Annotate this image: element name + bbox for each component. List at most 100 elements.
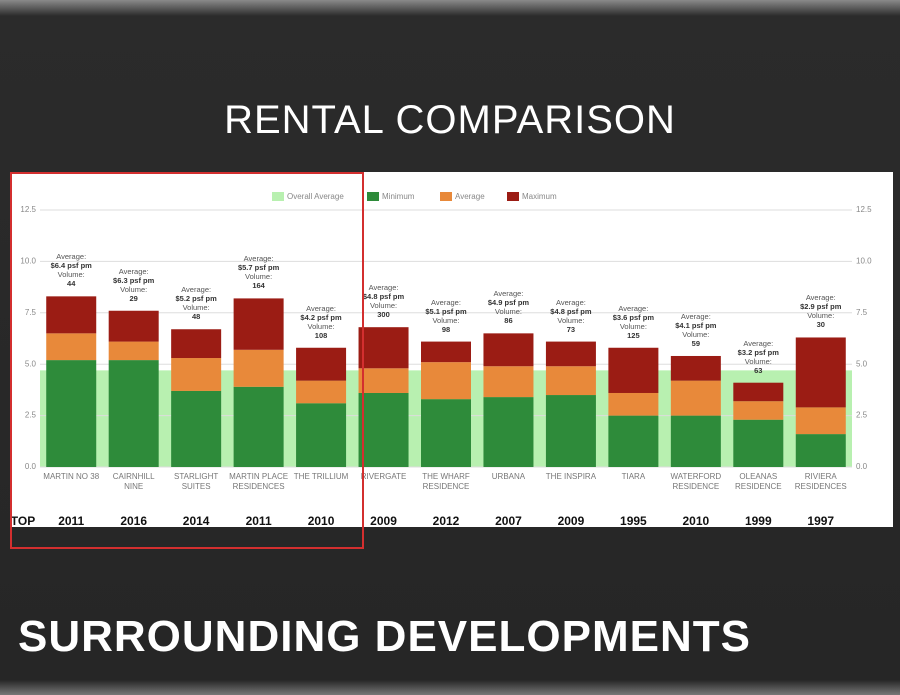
- x-tick-label: OLEANAS RESIDENCE: [734, 472, 782, 491]
- top-year: 2011: [58, 514, 85, 528]
- annotation-average: $5.7 psf pm: [237, 263, 280, 273]
- annotation-average: $5.2 psf pm: [175, 294, 217, 304]
- annotation-average: $2.9 psf pm: [800, 302, 842, 312]
- annotation-average-label: Average:: [680, 311, 711, 321]
- annotation-volume-label: Volume:: [807, 311, 835, 321]
- y2-tick-label: 10.0: [856, 257, 872, 266]
- top-year: 2012: [432, 514, 460, 528]
- annotation-volume: 30: [816, 320, 825, 330]
- bar-segment: [421, 399, 471, 467]
- annotation-average-label: Average:: [306, 303, 336, 313]
- bar-segment: [46, 296, 97, 334]
- bar-segment: [545, 395, 596, 467]
- bar-segment: [233, 298, 284, 350]
- y2-tick-label: 0.0: [856, 462, 868, 471]
- y-tick-label: 10.0: [20, 257, 36, 266]
- x-tick-label: RIVERGATE: [360, 472, 407, 481]
- legend-label: Overall Average: [287, 192, 344, 201]
- bar-segment: [108, 310, 159, 342]
- bar-segment: [795, 407, 846, 435]
- bar-annotation: Average: $6.4 psf pm Volume: 44: [41, 252, 101, 288]
- annotation-volume: 98: [441, 324, 451, 334]
- bar-segment: [296, 403, 347, 467]
- bar-annotation: Average: $3.6 psf pm Volume: 125: [603, 304, 663, 340]
- bar-segment: [483, 333, 534, 367]
- annotation-volume: 164: [252, 281, 265, 291]
- annotation-average-label: Average:: [181, 285, 212, 295]
- top-year: 1999: [744, 514, 772, 528]
- annotation-average: $4.8 psf pm: [362, 292, 405, 302]
- annotation-volume-label: Volume:: [182, 303, 210, 313]
- annotation-average: $4.1 psf pm: [675, 320, 717, 330]
- y-tick-label: 2.5: [25, 411, 37, 420]
- annotation-volume-label: Volume:: [57, 270, 85, 280]
- annotation-volume-label: Volume:: [432, 315, 460, 325]
- bar-annotation: Average: $4.8 psf pm Volume: 300: [354, 283, 414, 319]
- annotation-volume: 29: [129, 293, 138, 303]
- annotation-volume-label: Volume:: [369, 301, 398, 311]
- annotation-average-label: Average:: [618, 303, 649, 313]
- top-year: 2011: [245, 514, 272, 528]
- annotation-average-label: Average:: [243, 254, 274, 264]
- bar-annotation: Average: $4.1 psf pm Volume: 59: [666, 312, 726, 348]
- annotation-volume: 44: [67, 279, 76, 289]
- annotation-volume-label: Volume:: [307, 321, 335, 331]
- chart-panel: 0.0 0.0 2.5 2.5 5.0 5.0 7.5 7.5 10.0 10.0 12.5 12.5…: [10, 172, 893, 528]
- x-tick-label: URBANA: [491, 472, 526, 481]
- x-tick-label: THE TRILLIUM: [293, 472, 349, 481]
- annotation-volume-label: Volume:: [619, 321, 647, 331]
- bar-annotation: Average: $3.2 psf pm Volume: 63: [728, 339, 788, 375]
- bar-segment: [171, 358, 222, 391]
- y2-tick-label: 7.5: [856, 308, 868, 317]
- bar-segment: [545, 366, 596, 396]
- footer-title: SURROUNDING DEVELOPMENTS: [18, 612, 751, 661]
- bar-segment: [608, 415, 659, 467]
- annotation-volume: 48: [191, 312, 201, 322]
- bar-segment: [46, 360, 97, 467]
- slide-title: RENTAL COMPARISON: [224, 98, 676, 142]
- top-year: 2010: [682, 514, 710, 528]
- y-tick-label: 0.0: [25, 462, 37, 471]
- annotation-average-label: Average:: [431, 297, 461, 307]
- annotation-volume-label: Volume:: [245, 272, 273, 282]
- bar-segment: [483, 366, 534, 398]
- x-tick-label: MARTIN NO 38: [43, 472, 100, 481]
- top-year: 2007: [495, 514, 522, 528]
- bar-segment: [421, 362, 471, 400]
- bar-segment: [483, 397, 534, 467]
- bar-segment: [733, 419, 784, 467]
- bar-segment: [795, 434, 846, 467]
- bar-segment: [171, 390, 222, 467]
- annotation-volume: 300: [377, 310, 390, 320]
- annotation-average-label: Average:: [118, 266, 149, 276]
- annotation-average-label: Average:: [368, 283, 399, 293]
- bar-segment: [795, 337, 846, 408]
- annotation-average: $4.2 psf pm: [300, 312, 342, 322]
- bar-segment: [358, 327, 409, 369]
- legend-swatch: [507, 192, 519, 201]
- top-label: TOP: [10, 514, 36, 528]
- bar-segment: [733, 382, 784, 402]
- bar-annotation: Average: $5.7 psf pm Volume: 164: [229, 254, 289, 290]
- annotation-average: $4.9 psf pm: [487, 298, 530, 308]
- annotation-average-label: Average:: [493, 289, 524, 299]
- bar-segment: [608, 392, 659, 416]
- bar-segment: [670, 415, 721, 467]
- annotation-volume-label: Volume:: [557, 315, 585, 325]
- y-tick-label: 12.5: [20, 205, 36, 214]
- top-year: 2009: [370, 514, 397, 528]
- legend-swatch: [272, 192, 284, 201]
- x-tick-label: TIARA: [621, 472, 646, 481]
- x-tick-label: STARLIGHT SUITES: [173, 472, 219, 491]
- bar-segment: [358, 368, 409, 393]
- top-year: 2010: [307, 514, 335, 528]
- bar-segment: [358, 392, 409, 467]
- highlight-box: [10, 172, 364, 549]
- top-year: 2009: [557, 514, 585, 528]
- x-tick-label: RIVIERA RESIDENCES: [794, 472, 847, 491]
- y-tick-label: 5.0: [25, 359, 37, 368]
- bar-segment: [421, 341, 471, 363]
- bar-annotation: Average: $2.9 psf pm Volume: 30: [791, 293, 851, 329]
- annotation-average: $3.2 psf pm: [737, 347, 779, 357]
- y-tick-label: 7.5: [25, 308, 37, 317]
